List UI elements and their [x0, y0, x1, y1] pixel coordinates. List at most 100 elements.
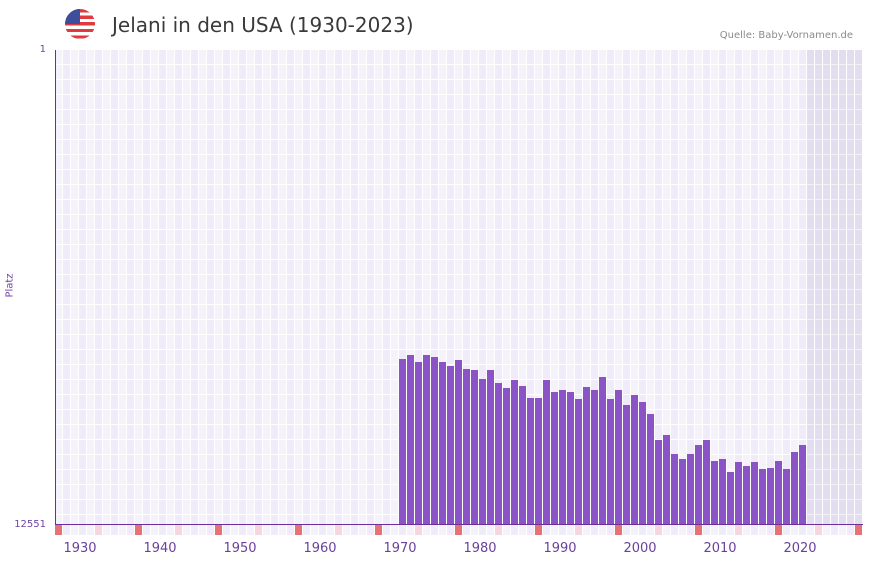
- grid-column: [335, 50, 343, 525]
- bar-2013[interactable]: [727, 472, 734, 525]
- year-marker: [519, 525, 526, 535]
- bar-2022[interactable]: [799, 445, 806, 525]
- bar-2011[interactable]: [711, 461, 718, 525]
- bar-2001[interactable]: [631, 395, 638, 525]
- decade-marker: [455, 525, 462, 535]
- grid-column: [575, 50, 583, 525]
- year-marker: [319, 525, 326, 535]
- bar-1972[interactable]: [399, 359, 406, 525]
- year-marker: [575, 525, 582, 535]
- grid-column: [415, 50, 423, 525]
- bar-1987[interactable]: [519, 386, 526, 525]
- year-marker: [87, 525, 94, 535]
- grid-column: [455, 50, 463, 525]
- grid-column: [87, 50, 95, 525]
- year-marker: [431, 525, 438, 535]
- year-marker: [647, 525, 654, 535]
- year-marker: [167, 525, 174, 535]
- decade-marker: [855, 525, 862, 535]
- bar-1997[interactable]: [599, 377, 606, 525]
- year-marker: [103, 525, 110, 535]
- grid-column: [623, 50, 631, 525]
- grid-column: [447, 50, 455, 525]
- year-marker: [751, 525, 758, 535]
- bar-1981[interactable]: [471, 370, 478, 525]
- grid-column: [823, 50, 831, 525]
- bar-2015[interactable]: [743, 466, 750, 525]
- bar-1975[interactable]: [423, 355, 430, 525]
- bar-1994[interactable]: [575, 399, 582, 525]
- bar-1982[interactable]: [479, 379, 486, 525]
- bar-2004[interactable]: [655, 440, 662, 525]
- year-marker: [671, 525, 678, 535]
- grid-column: [503, 50, 511, 525]
- bar-2020[interactable]: [783, 469, 790, 525]
- bar-1979[interactable]: [455, 360, 462, 525]
- bar-2014[interactable]: [735, 462, 742, 525]
- decade-marker: [135, 525, 142, 535]
- grid-column: [327, 50, 335, 525]
- bar-2016[interactable]: [751, 462, 758, 525]
- bar-1984[interactable]: [495, 383, 502, 525]
- bar-1995[interactable]: [583, 387, 590, 525]
- decade-marker: [775, 525, 782, 535]
- bar-2019[interactable]: [775, 461, 782, 525]
- grid-column: [231, 50, 239, 525]
- bar-2021[interactable]: [791, 452, 798, 525]
- bar-1978[interactable]: [447, 366, 454, 525]
- bar-1977[interactable]: [439, 362, 446, 525]
- bar-1993[interactable]: [567, 392, 574, 525]
- bar-1991[interactable]: [551, 392, 558, 525]
- bar-1983[interactable]: [487, 370, 494, 525]
- year-marker: [151, 525, 158, 535]
- bar-1980[interactable]: [463, 369, 470, 525]
- bar-1988[interactable]: [527, 398, 534, 525]
- bar-2003[interactable]: [647, 414, 654, 525]
- bar-1990[interactable]: [543, 380, 550, 525]
- year-marker: [343, 525, 350, 535]
- grid-column: [679, 50, 687, 525]
- year-marker: [831, 525, 838, 535]
- bar-2010[interactable]: [703, 440, 710, 525]
- year-marker: [679, 525, 686, 535]
- bar-2002[interactable]: [639, 402, 646, 525]
- bar-1973[interactable]: [407, 355, 414, 525]
- grid-column: [279, 50, 287, 525]
- grid-column: [807, 50, 815, 525]
- grid-column: [383, 50, 391, 525]
- grid-column: [199, 50, 207, 525]
- bar-2017[interactable]: [759, 469, 766, 525]
- year-marker: [119, 525, 126, 535]
- grid-column: [111, 50, 119, 525]
- bar-2000[interactable]: [623, 405, 630, 525]
- bar-1998[interactable]: [607, 399, 614, 525]
- grid-column: [639, 50, 647, 525]
- bar-1992[interactable]: [559, 390, 566, 525]
- bar-1974[interactable]: [415, 362, 422, 525]
- bar-1976[interactable]: [431, 357, 438, 525]
- grid-column: [247, 50, 255, 525]
- bar-1986[interactable]: [511, 380, 518, 525]
- bar-2009[interactable]: [695, 445, 702, 525]
- bar-1996[interactable]: [591, 390, 598, 525]
- bar-1985[interactable]: [503, 388, 510, 525]
- grid-column: [359, 50, 367, 525]
- bar-2005[interactable]: [663, 435, 670, 525]
- decade-marker: [375, 525, 382, 535]
- bar-2006[interactable]: [671, 454, 678, 525]
- year-marker: [783, 525, 790, 535]
- year-marker: [79, 525, 86, 535]
- bar-2012[interactable]: [719, 459, 726, 525]
- year-marker: [279, 525, 286, 535]
- year-marker: [423, 525, 430, 535]
- bar-1999[interactable]: [615, 390, 622, 525]
- bar-2007[interactable]: [679, 459, 686, 525]
- grid-column: [175, 50, 183, 525]
- bar-2018[interactable]: [767, 468, 774, 525]
- x-tick-2000: 2000: [623, 541, 657, 556]
- grid-column: [687, 50, 695, 525]
- grid-column: [399, 50, 407, 525]
- grid-column: [559, 50, 567, 525]
- bar-1989[interactable]: [535, 398, 542, 525]
- bar-2008[interactable]: [687, 454, 694, 525]
